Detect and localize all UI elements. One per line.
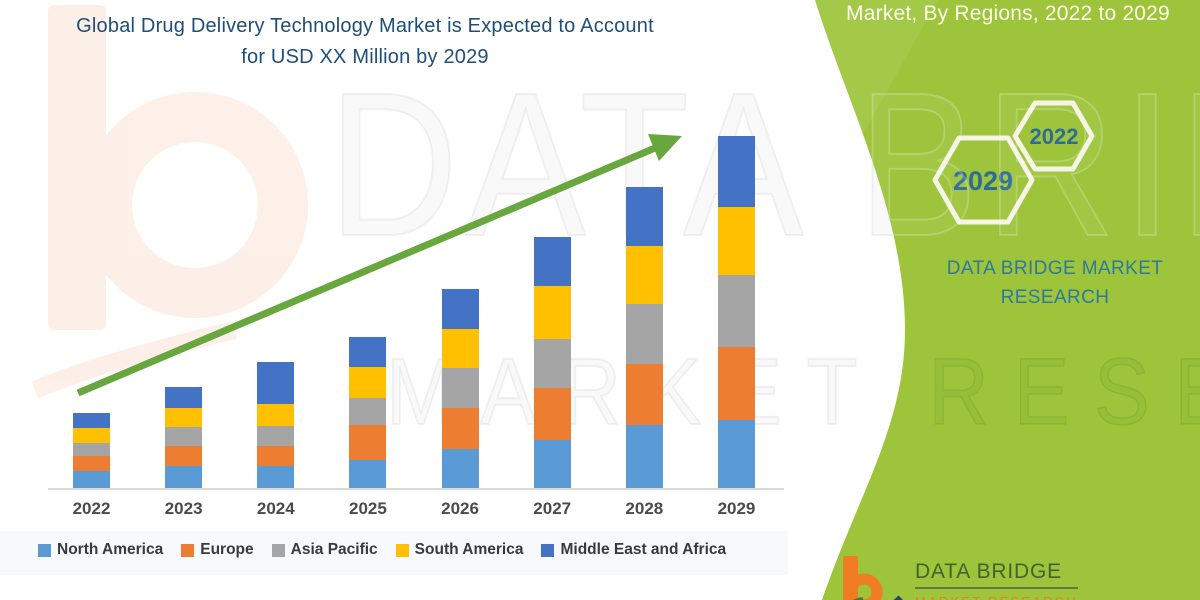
data-bridge-b-icon	[833, 556, 905, 600]
legend-swatch-south-america	[395, 543, 409, 557]
hexagon-2029-label: 2029	[953, 166, 1013, 196]
legend-item-south-america: South America	[395, 541, 524, 559]
brand-text-line1: DATA BRIDGE MARKET	[946, 258, 1164, 279]
chart-title: Global Drug Delivery Technology Market i…	[35, 11, 695, 73]
chart-title-line1: Global Drug Delivery Technology Market i…	[76, 15, 654, 37]
segment-asia-pacific-2027	[533, 339, 571, 388]
segment-north-america-2023	[165, 466, 203, 488]
legend-label-europe: Europe	[200, 541, 254, 558]
segment-middle-east-and-africa-2029	[717, 136, 755, 207]
segment-north-america-2029	[717, 420, 755, 488]
legend-item-asia-pacific: Asia Pacific	[271, 541, 378, 559]
hexagon-2022-label: 2022	[1030, 124, 1079, 149]
segment-south-america-2023	[165, 408, 203, 427]
segment-middle-east-and-africa-2023	[165, 387, 203, 408]
hexagon-2029	[935, 138, 1032, 222]
segment-north-america-2026	[441, 449, 479, 488]
legend-item-north-america: North America	[38, 541, 163, 559]
band-caption: Market, By Regions, 2022 to 2029	[846, 2, 1170, 25]
segment-north-america-2024	[257, 466, 295, 488]
segment-middle-east-and-africa-2022	[73, 413, 110, 428]
segment-asia-pacific-2023	[165, 427, 203, 446]
bar-2023: 2023	[165, 120, 203, 518]
x-tick-2026: 2026	[441, 499, 479, 518]
segment-asia-pacific-2028	[625, 304, 663, 364]
brand-text: DATA BRIDGE MARKET RESEARCH	[935, 254, 1175, 312]
x-tick-2023: 2023	[164, 499, 203, 518]
segment-south-america-2022	[73, 428, 110, 443]
legend-item-middle-east-and-africa: Middle East and Africa	[541, 541, 726, 559]
x-tick-2028: 2028	[625, 499, 664, 518]
year-hexagons: 2029 2022	[920, 95, 1185, 235]
data-bridge-logo: DATA BRIDGE MARKET RESEARCH	[833, 556, 1078, 600]
legend-label-asia-pacific: Asia Pacific	[290, 541, 378, 558]
segment-europe-2029	[717, 347, 755, 420]
chart-title-line2: for USD XX Million by 2029	[241, 46, 489, 68]
legend-swatch-north-america	[38, 543, 51, 557]
segment-europe-2025	[349, 425, 387, 460]
segment-south-america-2025	[349, 367, 387, 398]
segment-asia-pacific-2024	[257, 426, 295, 446]
segment-asia-pacific-2029	[717, 275, 755, 347]
segment-middle-east-and-africa-2025	[349, 337, 387, 367]
segment-europe-2024	[257, 446, 295, 466]
segment-middle-east-and-africa-2026	[441, 289, 479, 329]
legend-label-south-america: South America	[414, 541, 524, 558]
segment-asia-pacific-2026	[441, 368, 479, 408]
x-tick-2025: 2025	[349, 499, 387, 518]
bar-2029: 2029	[717, 120, 755, 518]
segment-middle-east-and-africa-2027	[533, 237, 571, 286]
brand-text-line2: RESEARCH	[1000, 287, 1110, 308]
legend-swatch-middle-east-and-africa	[541, 543, 555, 557]
x-tick-2027: 2027	[533, 499, 572, 518]
logo-text-column: DATA BRIDGE MARKET RESEARCH	[915, 556, 1078, 600]
bar-2025: 2025	[349, 120, 387, 518]
segment-south-america-2028	[625, 246, 663, 304]
legend-strip	[0, 531, 788, 575]
legend-label-north-america: North America	[57, 541, 164, 558]
legend-swatch-europe	[181, 543, 195, 557]
segment-asia-pacific-2025	[349, 398, 387, 425]
logo-subtext: MARKET RESEARCH	[915, 594, 1078, 600]
segment-north-america-2027	[533, 440, 571, 488]
bar-2028: 2028	[625, 120, 663, 518]
logo-underline	[915, 587, 1078, 589]
bar-2024: 2024	[257, 120, 295, 518]
legend-label-middle-east-and-africa: Middle East and Africa	[560, 541, 727, 558]
segment-north-america-2022	[73, 471, 110, 488]
logo-text: DATA BRIDGE	[915, 560, 1062, 583]
hexagon-2022	[1015, 103, 1092, 169]
x-axis-line	[48, 488, 784, 490]
plot-area: 2022 2023 2024 2025 2026 2027 2028 2029	[73, 120, 755, 518]
segment-middle-east-and-africa-2024	[257, 362, 295, 404]
segment-south-america-2027	[533, 286, 571, 339]
segment-europe-2026	[441, 408, 479, 449]
bar-2022: 2022	[73, 120, 110, 518]
x-tick-2024: 2024	[256, 499, 295, 518]
legend-item-europe: Europe	[181, 541, 254, 559]
bar-2026: 2026	[441, 120, 479, 518]
segment-south-america-2024	[257, 404, 295, 426]
segment-asia-pacific-2022	[73, 443, 110, 456]
legend: North America Europe Asia Pacific South Ame…	[38, 541, 726, 559]
segment-middle-east-and-africa-2028	[625, 187, 663, 246]
legend-swatch-asia-pacific	[271, 543, 285, 557]
segment-south-america-2029	[717, 207, 755, 275]
x-tick-2029: 2029	[717, 499, 756, 518]
segment-north-america-2028	[625, 425, 663, 488]
segment-north-america-2025	[349, 460, 387, 488]
segment-europe-2028	[625, 364, 663, 425]
segment-europe-2027	[533, 388, 571, 440]
bar-2027: 2027	[533, 120, 571, 518]
segment-south-america-2026	[441, 329, 479, 368]
segment-europe-2022	[73, 456, 110, 471]
x-tick-2022: 2022	[72, 499, 111, 518]
segment-europe-2023	[165, 446, 203, 466]
